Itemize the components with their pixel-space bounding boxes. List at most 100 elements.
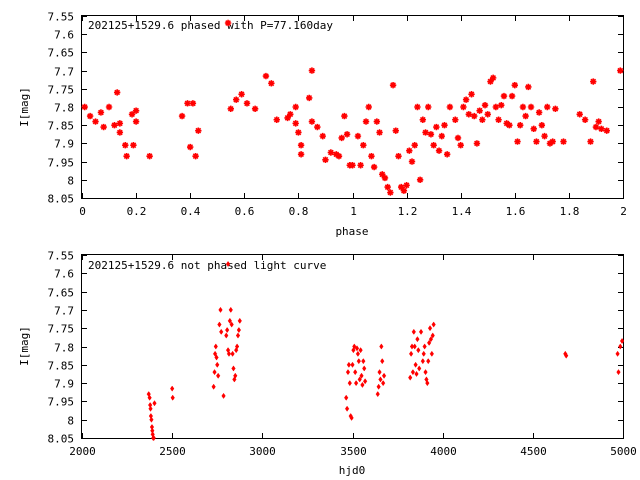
- data-point: [481, 101, 489, 109]
- data-point: [471, 112, 478, 120]
- x-tick-label: 5000: [610, 445, 637, 458]
- x-tick-label: 2000: [69, 445, 96, 458]
- data-point: [514, 138, 521, 145]
- data-point: [146, 152, 153, 160]
- data-point: [233, 372, 238, 379]
- data-point: [517, 122, 524, 129]
- data-point: [381, 372, 387, 379]
- data-point: [351, 347, 356, 354]
- data-point: [192, 152, 199, 160]
- data-point: [397, 183, 405, 191]
- x-tick-label: 4500: [520, 445, 547, 458]
- data-point: [428, 336, 434, 343]
- data-point: [500, 92, 508, 100]
- chart-1-ylabel: I[mag]: [18, 87, 31, 127]
- data-point: [268, 80, 275, 87]
- data-point: [335, 152, 343, 160]
- data-point: [243, 100, 251, 107]
- data-point: [349, 162, 356, 169]
- data-point: [420, 358, 425, 365]
- data-point: [251, 105, 259, 113]
- data-point: [376, 383, 381, 390]
- chart-1-title: 202125+1529.6 phased with P=77.160day: [88, 19, 333, 32]
- x-tick-label: 3500: [340, 445, 367, 458]
- data-point: [457, 142, 464, 149]
- data-point: [541, 132, 548, 140]
- data-point: [418, 328, 424, 335]
- data-point: [379, 171, 386, 178]
- data-point: [598, 125, 605, 133]
- y-tick-label: 7.8: [54, 102, 74, 115]
- data-point: [187, 143, 194, 151]
- data-point: [235, 332, 241, 339]
- data-point: [352, 343, 357, 350]
- chart-2-legend-marker: [225, 260, 231, 268]
- data-point: [308, 67, 316, 74]
- data-point: [287, 111, 294, 118]
- data-point: [81, 103, 88, 111]
- chart-2-ylabel: I[mag]: [18, 326, 31, 366]
- data-point: [232, 376, 237, 383]
- data-point: [354, 380, 359, 387]
- data-point: [232, 96, 240, 103]
- data-point: [148, 405, 153, 412]
- legend-marker: [225, 260, 231, 268]
- data-point: [132, 118, 140, 125]
- data-point: [365, 103, 372, 111]
- data-point: [214, 354, 219, 361]
- data-point: [492, 103, 500, 111]
- data-point: [603, 127, 610, 134]
- data-point: [229, 321, 234, 328]
- x-tick-label: 2: [620, 205, 627, 218]
- x-tick-label: 0.2: [127, 205, 147, 218]
- data-point: [227, 317, 232, 324]
- data-point: [195, 127, 202, 134]
- data-point: [411, 142, 418, 149]
- data-point: [422, 343, 427, 350]
- data-point: [212, 350, 218, 357]
- x-tick-label: 1.4: [452, 205, 472, 218]
- data-point: [231, 365, 236, 372]
- data-point: [595, 118, 602, 125]
- data-point: [381, 174, 389, 182]
- data-point: [413, 361, 418, 368]
- data-point: [484, 111, 491, 118]
- data-point: [408, 158, 416, 165]
- data-point: [564, 352, 569, 359]
- data-point: [519, 103, 527, 111]
- data-point: [425, 103, 432, 111]
- data-point: [314, 123, 321, 131]
- data-point: [395, 152, 402, 160]
- data-point: [381, 380, 386, 387]
- data-point: [341, 112, 348, 120]
- data-point: [322, 156, 329, 163]
- x-tick-label: 3000: [249, 445, 276, 458]
- data-point: [344, 394, 349, 401]
- data-point: [403, 182, 410, 189]
- y-tick-label: 8: [67, 175, 74, 188]
- y-tick-label: 7.75: [48, 84, 75, 97]
- data-point: [353, 369, 358, 376]
- data-point: [297, 151, 305, 158]
- x-tick-label: 0: [79, 205, 86, 218]
- data-point: [354, 132, 362, 140]
- data-point: [100, 123, 107, 131]
- data-point: [617, 67, 624, 74]
- chart-2-title: 202125+1529.6 not phased light curve: [88, 259, 326, 272]
- data-point: [151, 434, 156, 442]
- data-point: [422, 129, 429, 136]
- data-point: [217, 321, 222, 328]
- chart-1-ticks: 0 0.2 0.4 0.6 0.8 1 1.2 1.4 1.6 1.8 2 7.55 7.6 7.65 7.…: [48, 11, 627, 219]
- y-tick-label: 7.9: [54, 378, 74, 391]
- data-point: [495, 116, 502, 123]
- data-point: [218, 306, 223, 313]
- data-point: [412, 343, 417, 350]
- y-tick-label: 7.95: [48, 396, 75, 409]
- data-point: [423, 369, 428, 376]
- data-point: [357, 376, 362, 383]
- data-point: [427, 131, 435, 138]
- data-point: [292, 103, 299, 111]
- data-point: [358, 347, 363, 354]
- data-point: [378, 376, 383, 383]
- data-point: [427, 339, 432, 346]
